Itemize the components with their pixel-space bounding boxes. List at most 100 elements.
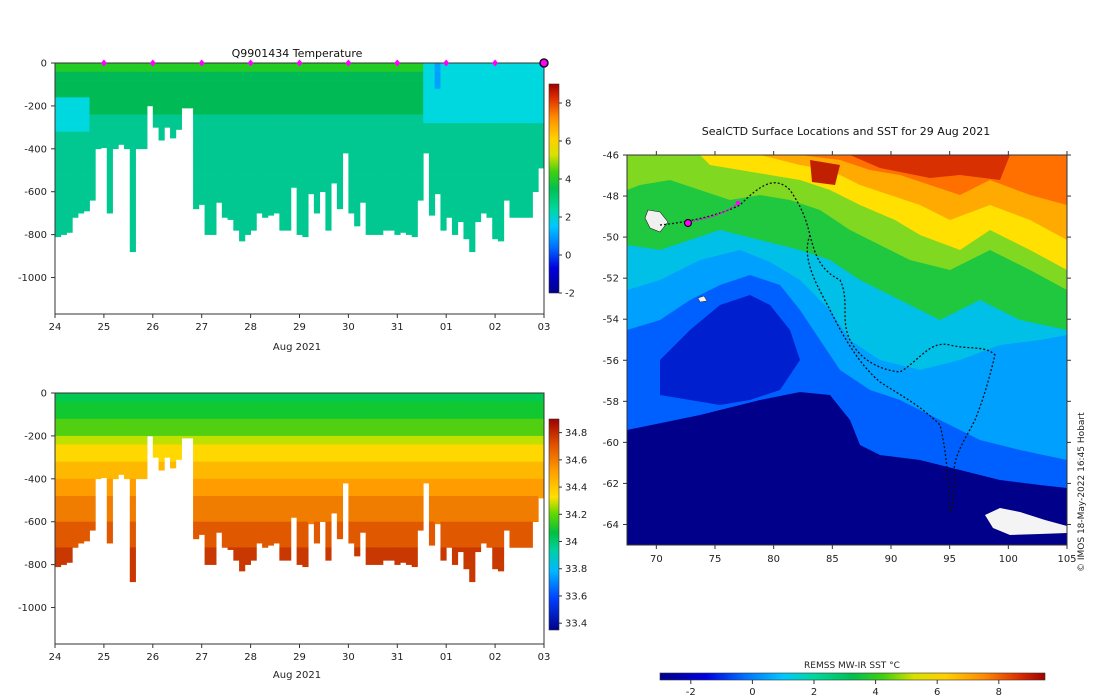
section-cell	[256, 513, 263, 523]
section-cell	[308, 174, 315, 184]
section-cell	[89, 470, 96, 480]
section-cell	[210, 131, 217, 141]
section-cell	[428, 131, 436, 141]
section-cell	[480, 410, 487, 420]
section-cell	[515, 410, 522, 420]
section-cell	[348, 435, 355, 445]
section-cell	[302, 71, 309, 81]
section-cell	[308, 478, 315, 488]
section-cell	[474, 63, 482, 72]
section-cell	[290, 401, 298, 411]
section-cell	[331, 165, 338, 175]
section-cell	[440, 435, 447, 445]
section-cell	[308, 470, 315, 480]
section-cell	[101, 453, 108, 462]
section-cell	[273, 444, 280, 454]
section-cell	[388, 530, 395, 540]
section-cell	[302, 521, 309, 531]
section-cell	[95, 71, 102, 81]
x-tick-label: 29	[293, 652, 306, 663]
section-cell	[267, 174, 275, 184]
section-cell	[457, 530, 464, 540]
temperature-x-axis: 24 25 26 27 28 29 30 31 01 02 03	[49, 314, 550, 333]
section-cell	[440, 226, 447, 231]
section-cell	[348, 208, 355, 214]
section-cell	[204, 157, 211, 167]
section-cell	[348, 495, 355, 505]
section-cell	[256, 444, 263, 454]
section-cell	[279, 114, 286, 124]
section-cell	[423, 88, 430, 98]
section-cell	[296, 217, 303, 227]
section-cell	[474, 140, 482, 150]
section-cell	[233, 444, 240, 454]
section-cell	[451, 530, 459, 540]
section-cell	[440, 470, 447, 480]
section-cell	[302, 444, 309, 454]
section-cell	[308, 97, 315, 107]
section-cell	[451, 556, 459, 565]
section-cell	[469, 513, 476, 523]
section-cell	[336, 401, 344, 411]
section-cell	[227, 63, 234, 72]
section-cell	[492, 123, 499, 132]
section-cell	[101, 71, 108, 81]
section-cell	[371, 495, 378, 505]
section-cell	[233, 547, 240, 557]
section-cell	[365, 183, 372, 193]
section-cell	[83, 410, 90, 420]
section-cell	[129, 564, 136, 574]
section-cell	[463, 174, 470, 184]
section-cell	[198, 470, 205, 480]
section-cell	[78, 140, 85, 150]
section-cell	[463, 478, 470, 488]
section-cell	[181, 105, 188, 109]
section-cell	[497, 504, 505, 514]
section-cell	[520, 513, 528, 523]
section-cell	[112, 418, 119, 428]
section-cell	[262, 174, 269, 184]
section-cell	[336, 530, 344, 540]
section-cell	[256, 470, 263, 480]
section-cell	[158, 393, 165, 402]
section-cell	[336, 174, 344, 184]
section-cell	[273, 410, 280, 420]
section-cell	[526, 427, 533, 437]
section-cell	[440, 478, 447, 488]
section-cell	[331, 114, 338, 124]
section-cell	[509, 435, 516, 445]
section-cell	[250, 217, 257, 227]
section-cell	[359, 200, 367, 203]
section-cell	[296, 97, 303, 107]
section-cell	[89, 97, 96, 107]
section-cell	[405, 556, 413, 565]
section-cell	[170, 427, 177, 437]
section-cell	[244, 217, 251, 227]
section-cell	[101, 401, 108, 411]
section-cell	[72, 140, 79, 150]
section-cell	[503, 495, 510, 505]
section-cell	[227, 418, 234, 428]
section-cell	[267, 487, 275, 497]
section-cell	[365, 478, 372, 488]
section-cell	[469, 393, 476, 402]
section-cell	[204, 148, 211, 158]
section-cell	[204, 114, 211, 124]
section-cell	[520, 114, 528, 124]
section-cell	[60, 123, 67, 132]
section-cell	[371, 461, 378, 471]
section-cell	[141, 80, 148, 90]
section-cell	[244, 114, 251, 124]
section-cell	[233, 453, 240, 462]
section-cell	[198, 157, 205, 167]
section-cell	[106, 538, 113, 544]
section-cell	[129, 234, 136, 244]
section-cell	[285, 140, 292, 150]
section-cell	[377, 105, 384, 115]
colorbar-tick-label: 33.8	[565, 564, 587, 575]
section-cell	[250, 513, 257, 523]
section-cell	[112, 427, 119, 437]
section-cell	[204, 418, 211, 428]
section-cell	[262, 427, 269, 437]
section-cell	[348, 538, 355, 544]
